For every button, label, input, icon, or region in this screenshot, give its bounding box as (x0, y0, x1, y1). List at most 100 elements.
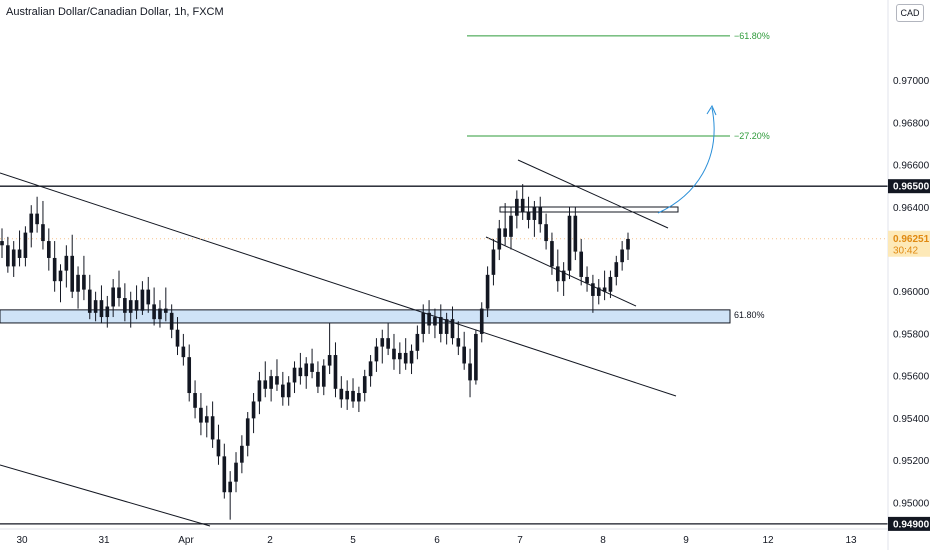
candle (304, 357, 309, 389)
candle-body (123, 298, 127, 313)
candle (175, 317, 180, 356)
candle-body (146, 289, 151, 305)
candle (263, 361, 268, 398)
candle (550, 232, 554, 275)
candle (555, 249, 560, 292)
candle-body (357, 393, 361, 402)
candle (415, 325, 420, 360)
candle (608, 270, 613, 299)
current-price-tag-bg (888, 230, 930, 257)
fib-extension-label-1: −27.20% (734, 131, 770, 141)
candle-body (526, 211, 531, 220)
candle-body (602, 287, 607, 292)
candle (6, 236, 10, 273)
candle-body (509, 215, 513, 237)
candle (485, 266, 490, 318)
candle (169, 304, 174, 339)
candle (327, 323, 332, 375)
candle (134, 285, 139, 320)
candle (187, 344, 192, 402)
candle (614, 255, 619, 286)
candle-body (216, 439, 221, 457)
bottom-level-tag: 0.94900 (888, 516, 930, 531)
candle (491, 238, 496, 286)
candle (427, 300, 431, 334)
candle-body (620, 249, 624, 263)
candle-body (491, 249, 496, 275)
candle (23, 226, 28, 267)
candle-body (52, 257, 57, 282)
candle (292, 361, 297, 394)
time-tick: 12 (762, 535, 774, 546)
candle (456, 321, 461, 356)
candle-body (275, 376, 279, 385)
candle (339, 376, 344, 408)
candle-body (386, 338, 390, 349)
candle (199, 393, 203, 436)
candle (99, 285, 104, 324)
candle (152, 287, 156, 326)
candle-body (339, 388, 344, 400)
candle (228, 471, 232, 520)
candle (298, 352, 303, 385)
price-axis[interactable]: 0.97000 0.96800 0.96600 0.96400 0.96000 0.958… (887, 0, 930, 550)
time-axis[interactable]: 30 31 Apr 2 5 6 7 8 9 12 13 (0, 528, 888, 546)
candle-body (468, 363, 472, 381)
candle (117, 270, 121, 307)
bottom-tag-label: 0.94900 (893, 519, 930, 530)
candle (573, 207, 578, 261)
candle (240, 435, 244, 474)
candle (591, 274, 595, 313)
candle-body (392, 348, 396, 360)
candle-body (117, 287, 121, 299)
candle (146, 276, 151, 313)
price-tick: 0.96400 (893, 203, 930, 214)
time-tick: 31 (98, 535, 110, 546)
candle-body (573, 215, 578, 252)
candle (526, 196, 531, 229)
candle (82, 255, 86, 301)
candle-body (240, 445, 244, 463)
candle-body (269, 376, 273, 389)
candle (409, 344, 414, 375)
candle (245, 412, 250, 457)
candle-body (128, 300, 133, 313)
resistance-tag-label: 0.96500 (893, 182, 930, 193)
candle (316, 361, 320, 394)
candle-body (23, 232, 28, 258)
candle-body (111, 287, 115, 307)
bottom-tag-bg (888, 516, 930, 531)
candle (310, 348, 314, 379)
candle-body (368, 361, 373, 377)
candle-body (228, 481, 232, 493)
candle-body (403, 352, 408, 364)
candle (544, 213, 548, 250)
candle (585, 266, 589, 292)
candle-body (64, 255, 69, 271)
candle-body (380, 338, 385, 347)
time-tick: 5 (350, 535, 356, 546)
candle (479, 302, 484, 343)
candle-body (579, 251, 584, 277)
candle-body (70, 255, 75, 292)
price-tick: 0.95600 (893, 372, 930, 383)
candle (374, 338, 379, 372)
candle (351, 378, 355, 408)
candle (468, 348, 472, 398)
candle-body (234, 462, 238, 482)
candle (345, 380, 349, 410)
candle-body (163, 308, 168, 313)
candle-body (82, 274, 86, 290)
candle-body (456, 338, 461, 347)
candle (438, 304, 443, 343)
candle-body (433, 317, 437, 326)
candle-body (6, 245, 10, 267)
candle-body (152, 304, 156, 320)
consolidation-box (499, 206, 679, 213)
candle-body (17, 249, 22, 258)
candle-body (11, 249, 16, 267)
currency-badge[interactable]: CAD (896, 4, 924, 22)
candle (433, 308, 437, 339)
